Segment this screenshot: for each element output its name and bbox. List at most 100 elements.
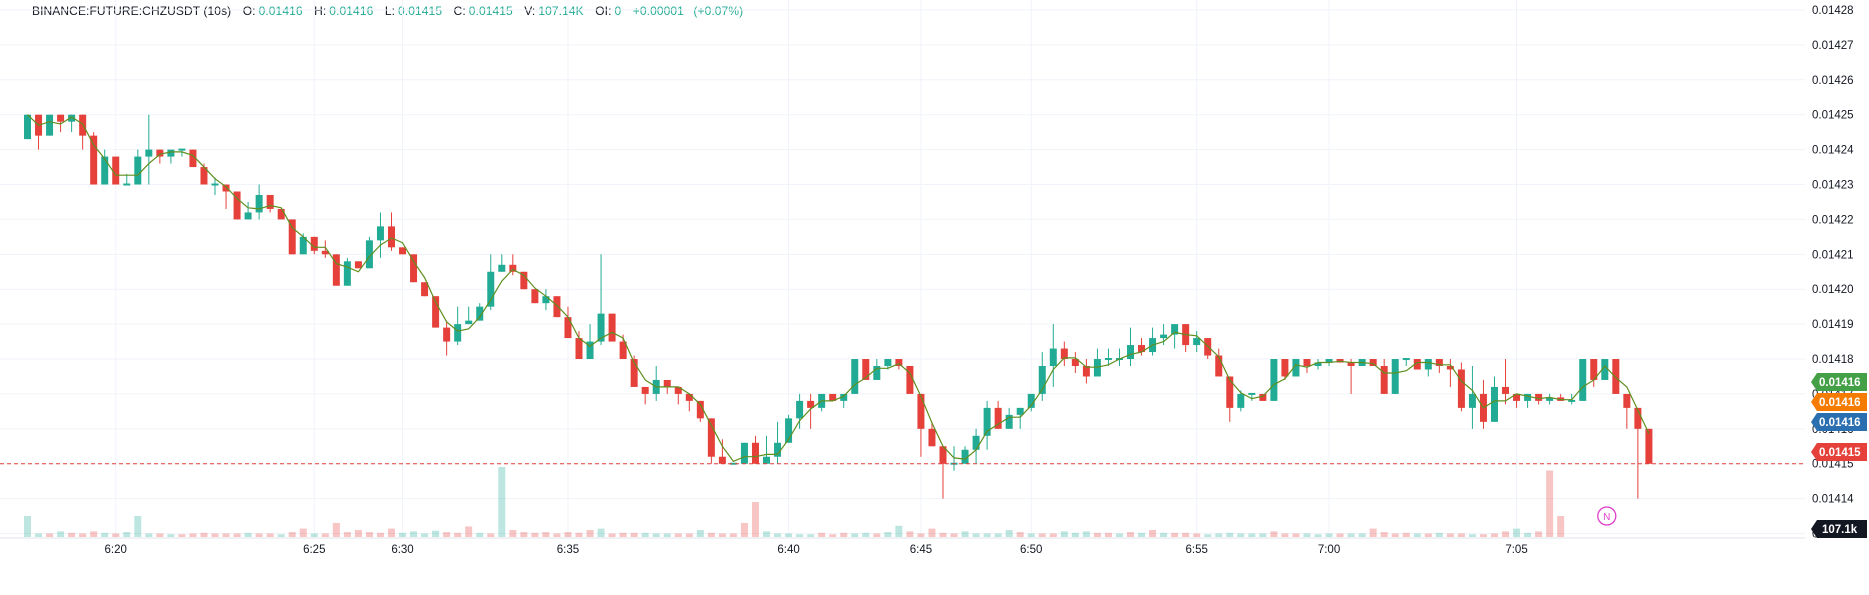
ma-line: [27, 114, 1650, 463]
candle-body: [222, 184, 230, 192]
candle-body: [1049, 348, 1057, 366]
candle-body: [1005, 414, 1013, 429]
x-tick-label: 6:40: [777, 544, 799, 556]
volume-bar: [1336, 533, 1344, 537]
candle-body: [608, 313, 616, 342]
legend-volume-value: 107.14K: [538, 4, 584, 18]
volume-bar: [1457, 533, 1465, 537]
volume-bar: [310, 533, 318, 537]
candle-body: [189, 149, 197, 168]
volume-bar: [443, 532, 451, 537]
candle-body: [575, 338, 583, 360]
candle-body: [178, 148, 186, 151]
x-tick-label: 6:35: [557, 544, 579, 556]
candle-body: [90, 135, 98, 185]
y-tick-label: 0.01414: [1812, 494, 1854, 506]
volume-bar: [156, 533, 164, 537]
time-axis[interactable]: 6:20 6:25 6:30 6:35 6:40 6:45 6:50 6:55 7:00 7:05: [105, 544, 1528, 556]
candle-body: [1160, 334, 1168, 339]
volume-bar: [167, 534, 175, 537]
candle-body: [277, 208, 285, 220]
candle-body: [1546, 397, 1554, 401]
volume-bar: [354, 530, 362, 537]
candle-body: [1292, 359, 1300, 377]
volume-bar: [553, 533, 561, 537]
candle-body: [123, 183, 131, 186]
volume-bar: [1005, 530, 1013, 537]
candle-body: [1568, 399, 1576, 402]
volume-bar: [288, 532, 296, 537]
volume-bar: [1524, 532, 1532, 537]
legend-change-percent: (+0.07%): [693, 4, 744, 18]
volume-bar: [365, 532, 373, 537]
candle-body: [255, 194, 263, 213]
candle-body: [1645, 428, 1653, 464]
volume-bar: [178, 534, 186, 537]
chart-legend: BINANCE:FUTURE:CHZUSDT (10s) O: 0.01416 H…: [32, 4, 743, 18]
volume-bar: [917, 533, 925, 537]
volume-bar: [68, 532, 76, 537]
legend-open-value: 0.01416: [258, 4, 303, 18]
legend-high-label: H:: [314, 4, 327, 18]
volume-bar: [663, 533, 671, 537]
volume-bar: [1182, 532, 1190, 537]
volume-bar: [641, 532, 649, 537]
candle-body: [1215, 355, 1223, 377]
volume-bar: [487, 533, 495, 537]
candle-body: [167, 149, 175, 157]
candle-body: [1171, 324, 1179, 335]
volume-bar: [244, 532, 252, 537]
candle-body: [774, 442, 782, 457]
candle-body: [796, 400, 804, 419]
candle-body: [663, 379, 671, 387]
candle-body: [707, 418, 715, 457]
volume-bar: [608, 533, 616, 537]
candle-body: [1623, 393, 1631, 408]
volume-bar: [1027, 533, 1035, 537]
price-tag-label: 0.01416: [1819, 417, 1861, 429]
candle-body: [972, 435, 980, 450]
volume-bar: [465, 526, 473, 537]
volume-bar: [1259, 533, 1267, 537]
legend-volume-label: V:: [524, 4, 536, 18]
candlesticks[interactable]: [24, 114, 1653, 499]
candle-body: [840, 393, 848, 401]
candle-body: [674, 386, 682, 394]
candle-body: [1259, 393, 1267, 401]
volume-bar: [1127, 532, 1134, 537]
news-marker-icon: [1597, 506, 1617, 526]
volume-bar: [961, 531, 969, 537]
volume-bar: [994, 533, 1002, 537]
candle-body: [1601, 359, 1609, 380]
volume-bar: [1358, 533, 1366, 537]
candle-body: [1303, 359, 1311, 366]
volume-bar: [851, 533, 859, 537]
candle-body: [1435, 359, 1443, 366]
volume-bar: [807, 534, 815, 537]
candle-body: [266, 194, 274, 209]
volume-bar: [1391, 533, 1399, 537]
volume-bar: [928, 528, 936, 537]
volume-bar: [840, 532, 848, 537]
candle-body: [46, 114, 54, 136]
candle-body: [1457, 369, 1465, 408]
y-tick-label: 0.01422: [1812, 214, 1854, 226]
volume-bar: [145, 533, 153, 537]
x-tick-label: 6:30: [391, 544, 413, 556]
volume-bar: [718, 533, 726, 537]
candle-body: [1513, 393, 1521, 401]
candle-body: [332, 254, 340, 286]
candle-body: [751, 442, 759, 464]
volume-bar: [1402, 532, 1410, 537]
candle-body: [476, 306, 484, 321]
volume-bar: [46, 533, 54, 537]
candle-body: [564, 317, 572, 339]
volume-bar: [862, 532, 870, 537]
x-tick-label: 6:45: [910, 544, 932, 556]
legend-symbol[interactable]: BINANCE:FUTURE:CHZUSDT (10s): [32, 4, 232, 18]
volume-bar: [1435, 532, 1443, 537]
candle-body: [1391, 359, 1399, 394]
candle-body: [1502, 386, 1510, 394]
volume-bar: [432, 530, 440, 537]
